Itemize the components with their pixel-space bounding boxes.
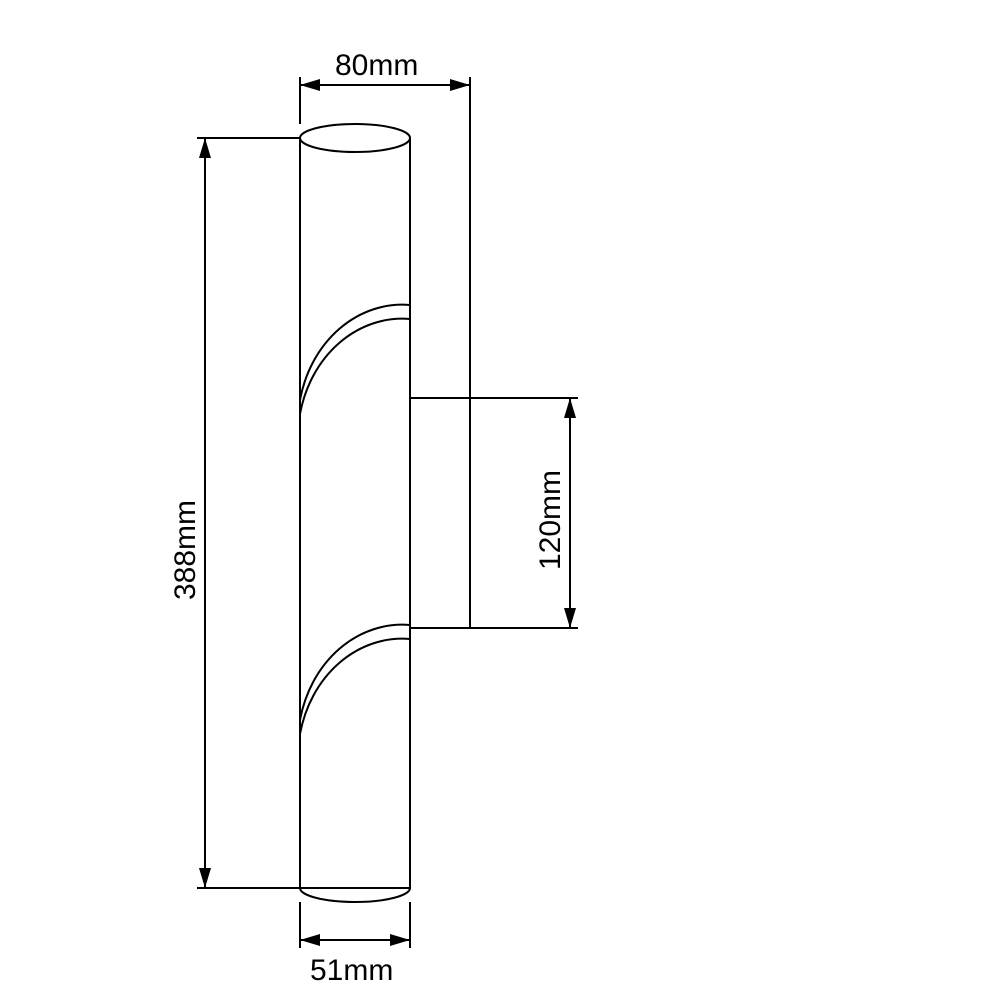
dim-bracket-height: 120mm — [534, 470, 567, 570]
tube-bottom-edge — [300, 888, 410, 902]
tube-top-cap — [300, 124, 410, 152]
bracket — [402, 398, 470, 628]
dim-total-width: 80mm — [335, 49, 418, 82]
tube-body — [300, 138, 410, 888]
dim-total-height: 388mm — [169, 500, 202, 600]
dim-tube-width: 51mm — [310, 954, 393, 987]
